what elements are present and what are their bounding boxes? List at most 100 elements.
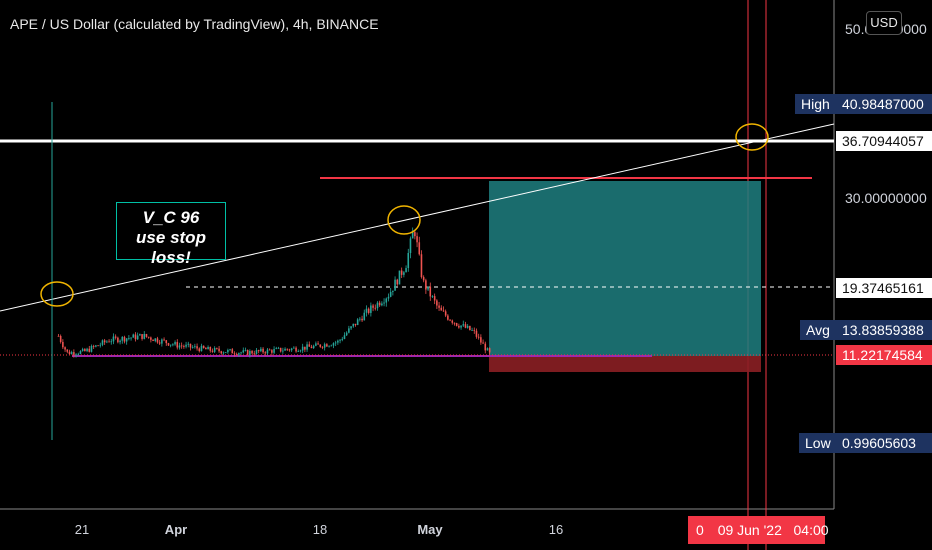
- candle-body: [381, 303, 383, 306]
- candle-body: [453, 322, 456, 324]
- candle-body: [317, 343, 319, 345]
- candle-body: [464, 324, 467, 328]
- candle-body: [143, 334, 146, 339]
- candle-body: [224, 352, 227, 354]
- candle-body: [440, 307, 443, 311]
- candle-body: [110, 341, 113, 343]
- candle-body: [475, 330, 478, 337]
- candle-body: [95, 345, 97, 347]
- candle-body: [466, 325, 469, 328]
- candle-body: [334, 342, 337, 344]
- candle-body: [396, 279, 399, 285]
- candle-body: [310, 346, 313, 349]
- candle-body: [297, 351, 300, 353]
- price-tick-30: 30.00000000: [845, 190, 927, 206]
- candle-body: [332, 343, 335, 346]
- candle-body: [202, 345, 205, 349]
- candle-body: [343, 335, 346, 339]
- text-note[interactable]: V_C 96 use stop loss!: [116, 202, 226, 267]
- candle-body: [429, 286, 432, 297]
- candle-body: [315, 343, 317, 346]
- candle-body: [319, 344, 322, 347]
- horizontal-line-value: 36.70944057: [836, 131, 932, 151]
- note-line-1: V_C 96: [142, 208, 200, 227]
- candle-body: [306, 344, 308, 350]
- chart-title: APE / US Dollar (calculated by TradingVi…: [10, 16, 379, 32]
- candle-body: [154, 338, 157, 342]
- time-tick-18: 18: [312, 522, 328, 537]
- candle-body: [323, 344, 326, 348]
- target-zone[interactable]: [489, 181, 761, 356]
- candle-body: [64, 347, 66, 350]
- candle-body: [165, 340, 168, 344]
- avg-value: 13.83859388: [836, 320, 932, 340]
- candle-body: [238, 353, 240, 355]
- candle-body: [147, 336, 150, 338]
- candle-body: [339, 339, 341, 341]
- candle-body: [209, 346, 212, 351]
- candle-body: [70, 352, 73, 355]
- candle-body: [422, 277, 425, 281]
- candle-body: [288, 349, 291, 351]
- candle-body: [312, 345, 315, 349]
- candle-body: [62, 341, 64, 348]
- candle-body: [167, 343, 170, 346]
- candle-body: [220, 351, 223, 354]
- candle-body: [277, 347, 280, 349]
- candle-body: [121, 336, 124, 341]
- note-line-2: use stop loss!: [136, 228, 206, 267]
- candle-body: [271, 350, 273, 353]
- candle-body: [356, 319, 359, 326]
- candle-body: [389, 291, 392, 297]
- candle-body: [361, 318, 363, 321]
- candle-body: [176, 342, 179, 348]
- candle-body: [114, 336, 117, 338]
- currency-button[interactable]: USD: [866, 11, 902, 35]
- candle-body: [304, 346, 306, 350]
- candle-body: [427, 286, 429, 290]
- touch-marker-3[interactable]: [735, 123, 769, 151]
- candle-body: [187, 343, 190, 345]
- cursor-prefix: 0: [696, 522, 704, 538]
- candle-body: [385, 298, 388, 303]
- stop-zone[interactable]: [489, 356, 761, 372]
- candle-body: [345, 332, 348, 336]
- candle-body: [73, 352, 75, 355]
- candle-body: [469, 325, 471, 331]
- low-tag: Low: [799, 433, 837, 453]
- candle-body: [229, 349, 231, 351]
- candle-body: [163, 339, 165, 341]
- candle-body: [352, 323, 355, 327]
- candle-body: [86, 348, 88, 352]
- candle-body: [88, 348, 91, 352]
- touch-marker-1[interactable]: [40, 281, 74, 307]
- time-tick-apr: Apr: [164, 522, 188, 537]
- candle-body: [486, 348, 489, 351]
- time-tick-may: May: [417, 522, 443, 537]
- candle-body: [279, 347, 282, 352]
- candle-body: [374, 307, 377, 309]
- avg-tag: Avg: [800, 320, 836, 340]
- candle-body: [398, 270, 401, 285]
- candle-body: [119, 340, 121, 343]
- candle-body: [293, 347, 295, 349]
- candle-body: [99, 344, 102, 346]
- candle-body: [418, 242, 421, 255]
- candle-body: [473, 330, 476, 331]
- candle-body: [253, 353, 256, 355]
- candle-body: [79, 350, 82, 354]
- candle-body: [172, 344, 174, 346]
- touch-marker-2[interactable]: [387, 205, 421, 235]
- candle-body: [460, 325, 462, 328]
- candle-body: [150, 337, 152, 340]
- trend-line[interactable]: [0, 123, 835, 312]
- candle-body: [235, 354, 238, 355]
- candle-body: [158, 342, 161, 344]
- candle-body: [405, 268, 407, 273]
- candles-group: [57, 227, 491, 358]
- candle-body: [370, 305, 372, 313]
- candle-body: [436, 300, 438, 306]
- candle-body: [183, 346, 185, 347]
- candle-body: [462, 324, 465, 326]
